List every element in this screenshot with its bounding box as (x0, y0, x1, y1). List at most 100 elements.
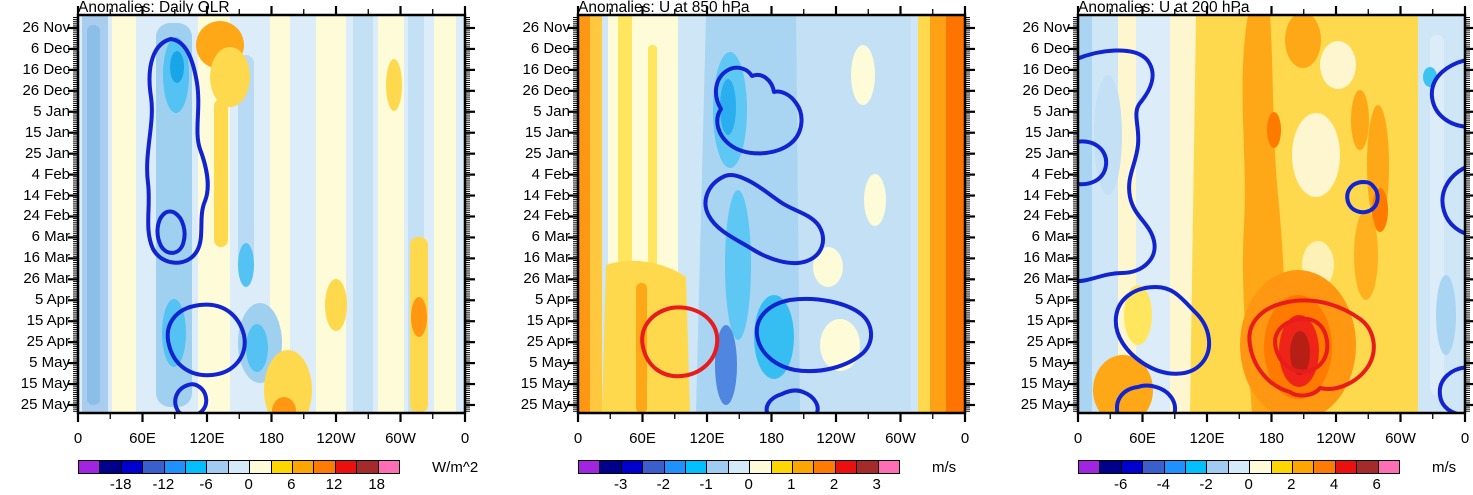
negative-contour (1078, 48, 1157, 284)
colorbar-segment (1357, 461, 1379, 473)
x-axis-tick-label: 0 (1460, 430, 1470, 447)
colorbar-segment (164, 461, 187, 473)
x-axis-tick-label: 60E (1129, 430, 1156, 447)
y-axis-tick-label: 25 Jan (24, 144, 70, 162)
y-axis-tick-label: 5 Jan (1033, 102, 1070, 120)
colorbar-segment (600, 461, 622, 473)
y-axis-tick-label: 4 Feb (1031, 165, 1070, 183)
y-axis-tick-label: 14 Feb (23, 186, 70, 204)
y-axis-tick-label: 26 Mar (523, 270, 570, 288)
hovmoller-plot-olr (68, 6, 475, 422)
y-axis-tick-label: 15 May (20, 375, 70, 393)
colorbar-segment (79, 461, 101, 473)
colorbar-segment (121, 461, 144, 473)
colorbar-tick-label: 6 (287, 476, 296, 493)
colorbar-tick-label: 0 (1244, 476, 1253, 493)
panel-title: Anomalies: Daily OLR (78, 0, 230, 16)
y-axis-tick-label: 26 Dec (522, 81, 570, 99)
colorbar-segment (1164, 461, 1187, 473)
colorbar-segment (293, 461, 315, 473)
y-axis-labels: 26 Nov 6 Dec 16 Dec 26 Dec 5 Jan 15 Jan 25 Jan… (1000, 15, 1070, 413)
y-axis-tick-label: 15 May (520, 375, 570, 393)
colorbar-segments (579, 461, 900, 473)
colorbar-tick-label: 2 (1287, 476, 1296, 493)
x-axis-tick-label: 0 (73, 430, 83, 447)
colorbar-segment (207, 461, 229, 473)
hovmoller-plot-u200 (1068, 6, 1473, 422)
y-axis-tick-label: 5 May (29, 354, 70, 372)
axis-ticks (68, 6, 475, 422)
colorbar-segment (814, 461, 836, 473)
y-axis-tick-label: 25 May (1020, 395, 1070, 413)
colorbar-segment (1293, 461, 1315, 473)
colorbar (78, 460, 400, 474)
y-axis-labels: 26 Nov 6 Dec 16 Dec 26 Dec 5 Jan 15 Jan 25 Jan… (500, 15, 570, 413)
negative-contour (145, 37, 210, 265)
y-axis-tick-label: 15 May (1020, 375, 1070, 393)
hovmoller-plot-u850 (568, 6, 975, 422)
panel-u850: Anomalies: U at 850 hPa 26 Nov 6 Dec 16 De… (500, 0, 1000, 495)
positive-contour-inner (1273, 316, 1330, 374)
x-axis-tick-label: 0 (1073, 430, 1083, 447)
negative-contour (754, 296, 873, 374)
colorbar-tick-label: -1 (699, 476, 713, 493)
y-axis-tick-label: 16 Dec (1022, 60, 1070, 78)
colorbar-segment (1271, 461, 1294, 473)
y-axis-tick-label: 26 Dec (1022, 81, 1070, 99)
negative-contour (165, 302, 247, 378)
x-axis-labels: 0 60E 120E 180 120W 60W 0 (74, 430, 469, 450)
y-axis-tick-label: 15 Jan (524, 123, 570, 141)
y-axis-tick-label: 15 Apr (526, 312, 570, 330)
x-axis-tick-label: 0 (573, 430, 583, 447)
colorbar-segment (1250, 461, 1272, 473)
colorbar-tick-label: -18 (109, 476, 132, 493)
x-axis-tick-label: 60E (629, 430, 656, 447)
colorbar-segment (750, 461, 772, 473)
y-axis-tick-label: 5 Apr (34, 291, 70, 309)
colorbar-units-label: W/m^2 (432, 459, 479, 476)
colorbar-tick-label: -6 (199, 476, 213, 493)
y-axis-tick-label: 4 Feb (531, 165, 570, 183)
colorbar-segment (250, 461, 272, 473)
colorbar-segment (100, 461, 122, 473)
y-axis-tick-label: 5 Apr (1034, 291, 1070, 309)
y-axis-tick-label: 5 Jan (533, 102, 570, 120)
colorbar-segment (1378, 461, 1400, 473)
colorbar-segment (771, 461, 794, 473)
x-axis-tick-label: 180 (758, 430, 785, 447)
colorbar-segment (728, 461, 751, 473)
colorbar-labels: -18 -12 -6 0 6 12 18 (78, 476, 418, 494)
colorbar-tick-label: 1 (787, 476, 796, 493)
colorbar-tick-label: 6 (1372, 476, 1381, 493)
colorbar-segment (228, 461, 251, 473)
x-axis-tick-label: 180 (258, 430, 285, 447)
colorbar-segment (707, 461, 729, 473)
plot-frame (576, 13, 967, 415)
y-axis-tick-label: 24 Feb (23, 207, 70, 225)
y-axis-tick-label: 26 Nov (22, 19, 70, 36)
colorbar-segment (1079, 461, 1101, 473)
x-axis-tick-label: 120E (189, 430, 225, 447)
y-axis-tick-label: 26 Mar (23, 270, 70, 288)
plot-frame (1076, 13, 1467, 415)
colorbar-segment (335, 461, 358, 473)
colorbar-tick-label: 4 (1329, 476, 1339, 493)
panel-u200: Anomalies: U at 200 hPa 26 Nov 6 Dec 16 De… (1000, 0, 1473, 495)
colorbar-units-label: m/s (932, 459, 957, 476)
y-axis-tick-label: 16 Dec (522, 60, 570, 78)
colorbar-segment (793, 461, 815, 473)
y-axis-tick-label: 26 Dec (22, 81, 70, 99)
negative-contour (1078, 139, 1109, 187)
y-axis-tick-label: 4 Feb (31, 165, 70, 183)
colorbar-segment (1121, 461, 1144, 473)
colorbar-segment (378, 461, 400, 473)
x-axis-labels: 0 60E 120E 180 120W 60W 0 (574, 430, 969, 450)
colorbar (1078, 460, 1400, 474)
y-axis-tick-label: 16 Mar (523, 249, 570, 267)
x-axis-tick-label: 180 (1258, 430, 1285, 447)
negative-contour (1115, 383, 1177, 413)
y-axis-tick-label: 6 Mar (31, 228, 70, 246)
y-axis-tick-label: 24 Feb (523, 207, 570, 225)
x-axis-tick-label: 60W (885, 430, 916, 447)
panel-olr: Anomalies: Daily OLR 26 Nov 6 Dec 16 Dec 26… (0, 0, 500, 495)
